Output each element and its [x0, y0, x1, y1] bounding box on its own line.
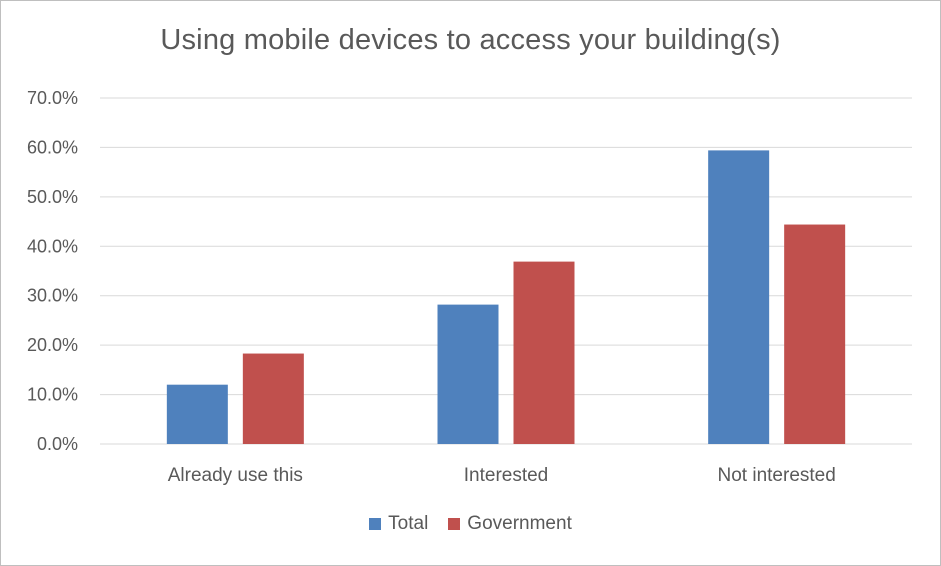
bars: [166, 150, 846, 444]
y-tick-label: 50.0%: [27, 187, 78, 207]
category-label: Already use this: [168, 465, 303, 486]
y-tick-label: 70.0%: [27, 88, 78, 108]
legend-label-total: Total: [388, 513, 429, 534]
legend-item-government: Government: [448, 513, 572, 535]
bar-government-2: [513, 261, 575, 444]
category-label: Interested: [464, 465, 549, 486]
bar-total-1: [166, 384, 228, 444]
legend: Total Government: [0, 513, 941, 535]
y-tick-label: 30.0%: [27, 286, 78, 306]
bar-government-3: [784, 224, 846, 444]
bar-total-3: [708, 150, 770, 444]
gridlines: [100, 97, 912, 445]
category-label: Not interested: [718, 465, 836, 486]
y-tick-label: 40.0%: [27, 236, 78, 256]
bar-total-2: [437, 304, 499, 444]
x-axis-labels: Already use this Interested Not interested: [168, 465, 836, 486]
legend-swatch-government: [448, 518, 461, 530]
bar-government-1: [242, 353, 304, 444]
y-tick-label: 0.0%: [37, 434, 78, 454]
chart-title: Using mobile devices to access your buil…: [160, 24, 781, 56]
y-tick-label: 10.0%: [27, 385, 78, 405]
y-axis-labels: 0.0% 10.0% 20.0% 30.0% 40.0% 50.0% 60.0% 70.0%: [27, 88, 78, 454]
legend-swatch-total: [369, 518, 382, 530]
legend-item-total: Total: [369, 513, 428, 535]
legend-label-government: Government: [467, 513, 572, 534]
y-tick-label: 20.0%: [27, 335, 78, 355]
y-tick-label: 60.0%: [27, 137, 78, 157]
